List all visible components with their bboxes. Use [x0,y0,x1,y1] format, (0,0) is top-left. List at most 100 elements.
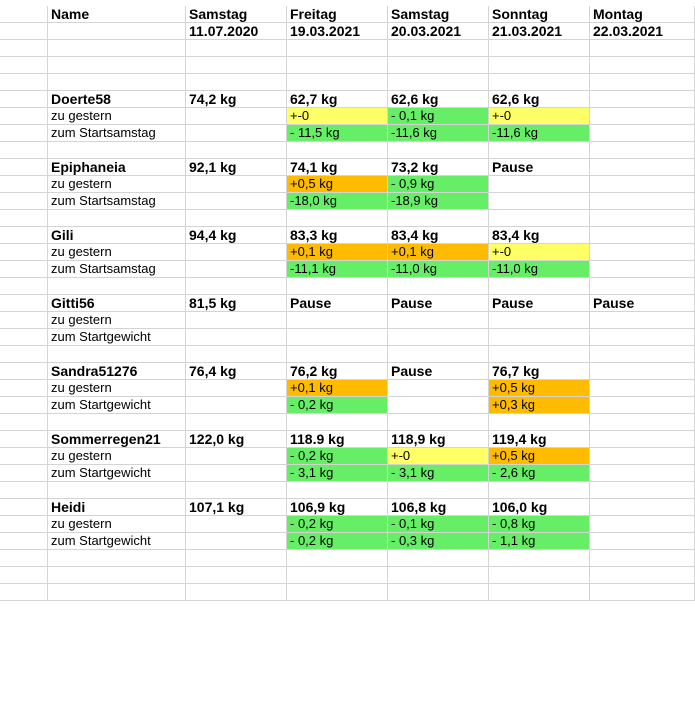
empty-cell[interactable] [186,261,287,277]
diff-yesterday[interactable]: +0,1 kg [287,380,388,396]
header-date[interactable]: 19.03.2021 [287,23,388,39]
row-header-cell[interactable] [0,108,48,124]
empty-cell[interactable] [489,482,590,498]
diff-yesterday[interactable] [590,380,695,396]
weight-value[interactable] [590,431,695,447]
person-name[interactable]: Gili [48,227,186,243]
weight-value[interactable]: 118.9 kg [287,431,388,447]
weight-value[interactable]: 118,9 kg [388,431,489,447]
empty-cell[interactable] [186,397,287,413]
person-name[interactable]: Epiphaneia [48,159,186,175]
diff-start[interactable]: - 2,6 kg [489,465,590,481]
diff-start[interactable] [287,329,388,345]
empty-cell[interactable] [489,584,590,600]
weight-value[interactable] [590,91,695,107]
diff-yesterday[interactable]: - 0,9 kg [388,176,489,192]
header-day[interactable]: Freitag [287,6,388,22]
diff-yesterday[interactable]: +0,1 kg [287,244,388,260]
diff-yesterday[interactable] [590,516,695,532]
empty-cell[interactable] [287,74,388,90]
diff-yesterday[interactable]: +-0 [489,244,590,260]
row-header-cell[interactable] [0,363,48,379]
empty-cell[interactable] [0,278,48,294]
diff-start[interactable] [590,533,695,549]
weight-value[interactable]: 83,4 kg [388,227,489,243]
person-name[interactable]: Doerte58 [48,91,186,107]
header-day[interactable]: Samstag [388,6,489,22]
person-name[interactable]: Heidi [48,499,186,515]
weight-value[interactable]: Pause [287,295,388,311]
empty-cell[interactable] [48,482,186,498]
weight-value[interactable] [590,159,695,175]
empty-cell[interactable] [489,142,590,158]
row-header-cell[interactable] [0,499,48,515]
diff-yesterday[interactable] [388,312,489,328]
header-date[interactable]: 20.03.2021 [388,23,489,39]
diff-start[interactable] [590,125,695,141]
empty-cell[interactable] [489,550,590,566]
empty-cell[interactable] [388,550,489,566]
weight-value[interactable]: 106,8 kg [388,499,489,515]
empty-cell[interactable] [186,482,287,498]
empty-cell[interactable] [388,142,489,158]
weight-value[interactable]: 119,4 kg [489,431,590,447]
empty-cell[interactable] [48,346,186,362]
diff-yesterday[interactable]: - 0,2 kg [287,448,388,464]
weight-value[interactable]: 76,2 kg [287,363,388,379]
diff-start[interactable]: -18,9 kg [388,193,489,209]
empty-cell[interactable] [186,465,287,481]
diff-yesterday[interactable] [590,176,695,192]
empty-cell[interactable] [186,244,287,260]
diff-yesterday[interactable] [590,312,695,328]
empty-cell[interactable] [590,278,695,294]
empty-cell[interactable] [287,57,388,73]
empty-cell[interactable] [186,40,287,56]
empty-cell[interactable] [388,57,489,73]
row-header-cell[interactable] [0,23,48,39]
diff-start[interactable]: - 1,1 kg [489,533,590,549]
empty-cell[interactable] [388,414,489,430]
empty-cell[interactable] [489,210,590,226]
empty-cell[interactable] [186,278,287,294]
empty-cell[interactable] [186,448,287,464]
header-day[interactable]: Sonntag [489,6,590,22]
weight-value[interactable]: 62,6 kg [388,91,489,107]
row-header-cell[interactable] [0,6,48,22]
row-header-cell[interactable] [0,380,48,396]
empty-cell[interactable] [48,57,186,73]
empty-cell[interactable] [0,74,48,90]
row-header-cell[interactable] [0,516,48,532]
empty-cell[interactable] [388,346,489,362]
empty-cell[interactable] [186,346,287,362]
row-label-zu-gestern[interactable]: zu gestern [48,516,186,532]
empty-cell[interactable] [590,74,695,90]
empty-cell[interactable] [590,210,695,226]
weight-value[interactable]: 73,2 kg [388,159,489,175]
start-weight[interactable]: 107,1 kg [186,499,287,515]
row-header-cell[interactable] [0,91,48,107]
diff-yesterday[interactable] [590,448,695,464]
row-header-cell[interactable] [0,227,48,243]
row-header-cell[interactable] [0,176,48,192]
row-label-zu-gestern[interactable]: zu gestern [48,380,186,396]
diff-yesterday[interactable]: - 0,1 kg [388,516,489,532]
empty-cell[interactable] [48,210,186,226]
header-date[interactable]: 11.07.2020 [186,23,287,39]
diff-start[interactable] [388,397,489,413]
diff-start[interactable]: -11,6 kg [489,125,590,141]
row-label-zu-gestern[interactable]: zu gestern [48,176,186,192]
row-header-cell[interactable] [0,533,48,549]
empty-cell[interactable] [186,414,287,430]
empty-cell[interactable] [287,142,388,158]
empty-cell[interactable] [287,210,388,226]
empty-cell[interactable] [186,329,287,345]
empty-cell[interactable] [186,142,287,158]
empty-cell[interactable] [590,142,695,158]
empty-cell[interactable] [388,210,489,226]
weight-value[interactable]: 62,6 kg [489,91,590,107]
diff-start[interactable]: - 3,1 kg [287,465,388,481]
row-header-cell[interactable] [0,159,48,175]
diff-yesterday[interactable] [287,312,388,328]
empty-cell[interactable] [287,40,388,56]
diff-yesterday[interactable] [590,244,695,260]
